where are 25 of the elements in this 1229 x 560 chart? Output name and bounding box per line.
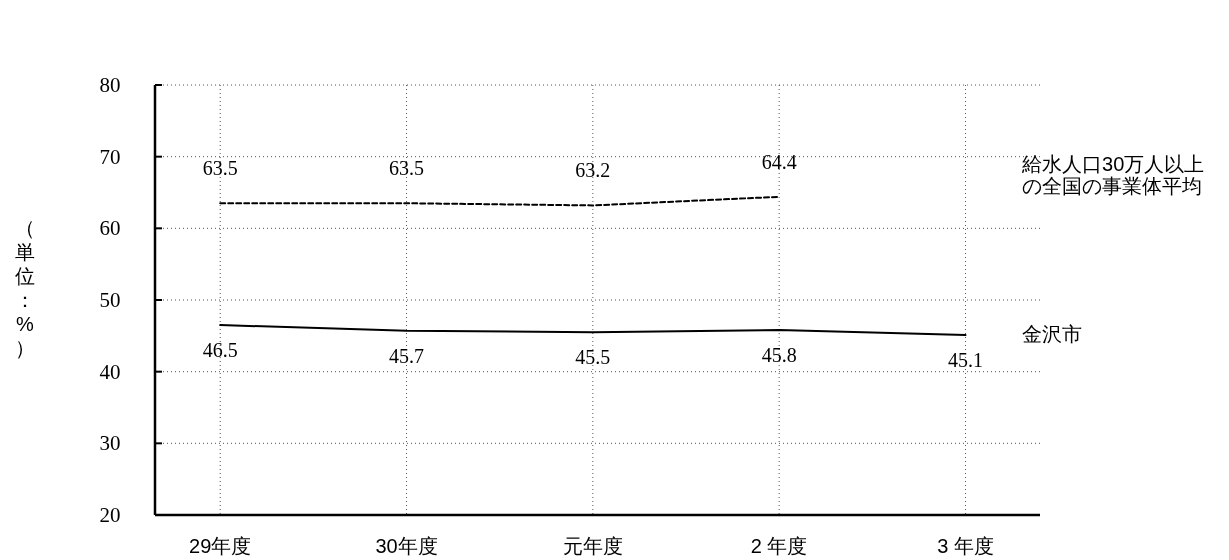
data-label: 64.4 (761, 150, 797, 173)
text: 金沢市 (1022, 323, 1084, 346)
data-label: 45.1 (947, 349, 983, 372)
line-series (219, 324, 967, 337)
data-label: 46.5 (202, 339, 238, 362)
x-tick-label: 2 年度 (750, 535, 808, 557)
y-tick-label: 30 (99, 431, 121, 456)
data-label: 45.8 (761, 344, 797, 367)
data-label: 63.2 (575, 159, 611, 182)
y-tick-label: 50 (99, 288, 121, 312)
data-label: 45.5 (575, 346, 611, 369)
text: 給水人口30万人以上の全国の事業体平均 (1022, 152, 1206, 197)
data-label: 63.5 (202, 157, 238, 180)
y-axis-title: （単位：%） (14, 216, 36, 360)
y-tick-label: 20 (99, 503, 121, 527)
data-label: 63.5 (389, 157, 425, 180)
x-tick-label: 元年度 (562, 535, 623, 557)
data-label: 45.7 (389, 344, 425, 367)
y-tick-label: 70 (99, 144, 121, 169)
y-tick-label: 80 (99, 73, 121, 97)
x-tick-label: 29年度 (189, 535, 252, 557)
y-tick-label: 60 (99, 216, 121, 241)
x-tick-label: 30年度 (375, 535, 438, 557)
x-tick-label: 3 年度 (937, 535, 994, 557)
y-tick-label: 40 (99, 359, 121, 384)
